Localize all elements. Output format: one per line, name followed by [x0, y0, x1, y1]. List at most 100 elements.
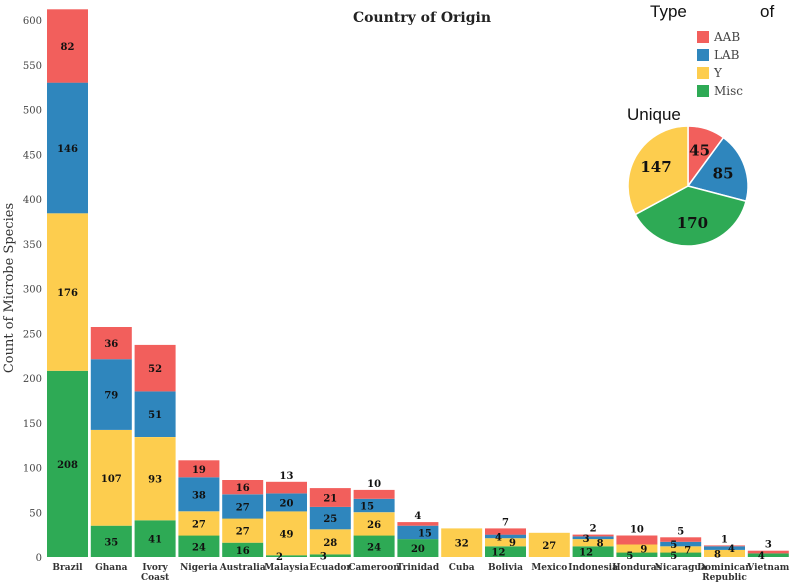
- data-label: 27: [192, 519, 206, 530]
- x-tick-label: Ecuador: [309, 563, 351, 573]
- bar-segment-aab: [485, 528, 526, 535]
- x-tick-label: Indonesia: [568, 563, 618, 573]
- x-tick-label: Republic: [702, 573, 747, 583]
- x-tick-label: Nigeria: [180, 563, 218, 573]
- data-label: 38: [192, 490, 206, 501]
- pie-label-y: 147: [640, 158, 671, 176]
- bar-segment-misc: [353, 535, 395, 557]
- data-label: 1: [721, 534, 728, 545]
- bar-segment-lab: [485, 534, 526, 539]
- bar-segment-lab: [134, 391, 176, 437]
- bar-segment-misc: [309, 554, 351, 557]
- bar-segment-lab: [704, 546, 745, 550]
- y-tick-label: 350: [23, 240, 42, 251]
- data-label: 12: [492, 548, 506, 559]
- data-label: 20: [280, 498, 294, 509]
- data-label: 9: [640, 545, 647, 556]
- bar-segment-aab: [134, 344, 176, 392]
- pie-label-aab: 45: [689, 142, 710, 160]
- legend-swatch-y: [697, 67, 709, 79]
- bar-segment-misc: [397, 539, 439, 557]
- bar-segment-lab: [266, 493, 307, 512]
- data-label: 24: [192, 542, 206, 553]
- bar-segment-lab: [660, 541, 702, 547]
- data-label: 107: [101, 474, 122, 485]
- data-label: 25: [323, 514, 337, 525]
- y-tick-label: 100: [23, 464, 42, 475]
- pie-slice-misc: [634, 185, 747, 247]
- bar-segment-misc: [90, 525, 132, 557]
- chart-title: Country of Origin: [353, 10, 491, 26]
- legend-title-word-unique: Unique: [627, 105, 681, 124]
- y-tick-label: 500: [23, 106, 42, 117]
- x-tick-label: Ghana: [95, 563, 128, 573]
- data-label: 3: [765, 540, 772, 551]
- bar-segment-aab: [47, 9, 88, 83]
- data-label: 26: [367, 520, 381, 531]
- legend: Type of Unique AAB LAB Y Misc: [627, 2, 774, 124]
- bar-segment-y: [266, 511, 307, 556]
- data-label: 32: [455, 539, 469, 550]
- bar-segment-aab: [747, 550, 789, 554]
- data-label: 16: [236, 483, 250, 494]
- data-label: 12: [579, 548, 593, 559]
- bar-segment-aab: [353, 489, 395, 499]
- x-tick-label: Bolivia: [488, 563, 523, 573]
- data-label: 27: [542, 541, 556, 552]
- data-label: 93: [148, 475, 162, 486]
- y-axis-ticks: 0 50 100 150 200 250 300 350 400 450 500 550 600: [23, 16, 42, 564]
- data-label: 4: [758, 551, 765, 562]
- data-label: 19: [192, 465, 206, 476]
- legend-title-word-of: of: [760, 2, 774, 21]
- bar-segment-y: [528, 532, 570, 557]
- data-label: 176: [57, 288, 78, 299]
- data-label: 7: [502, 517, 509, 528]
- bar-segment-y: [134, 437, 176, 521]
- data-label: 5: [626, 551, 633, 562]
- bar-segment-lab: [397, 525, 439, 540]
- data-label: 10: [630, 525, 644, 536]
- data-label: 79: [104, 391, 118, 402]
- data-label: 5: [670, 551, 677, 562]
- data-label: 52: [148, 364, 162, 375]
- legend-label-y: Y: [713, 66, 723, 80]
- pie-slice-lab: [686, 136, 749, 203]
- data-label: 36: [104, 339, 118, 350]
- bar-segment-aab: [90, 327, 132, 360]
- y-tick-label: 50: [29, 508, 42, 519]
- data-label: 35: [104, 537, 118, 548]
- bar-segment-lab: [90, 359, 132, 430]
- data-label: 82: [61, 42, 75, 53]
- data-label: 4: [495, 532, 502, 543]
- bar-segment-lab: [178, 477, 220, 512]
- bar-segment-y: [222, 518, 264, 543]
- x-tick-label: Cameroon: [348, 563, 400, 573]
- bar-segment-misc: [485, 546, 526, 557]
- bar-segment-y: [485, 538, 526, 547]
- bar-segment-misc: [660, 552, 702, 557]
- y-tick-label: 600: [23, 16, 42, 27]
- legend-swatch-aab: [697, 31, 709, 43]
- bar-segment-lab: [222, 494, 264, 519]
- bar-segment-aab: [704, 545, 745, 547]
- bar-segment-misc: [134, 520, 176, 557]
- bar-segment-misc: [616, 552, 658, 557]
- bar-segment-misc: [47, 370, 88, 557]
- data-label: 3: [320, 552, 327, 563]
- data-label: 8: [597, 539, 604, 550]
- x-tick-label: Brazil: [52, 563, 83, 573]
- bar-segment-aab: [616, 535, 658, 545]
- pie-label-misc: 170: [677, 214, 708, 232]
- data-label: 2: [276, 552, 283, 563]
- bar-segment-aab: [309, 488, 351, 507]
- data-label: 24: [367, 542, 381, 553]
- legend-label-misc: Misc: [714, 84, 743, 98]
- y-tick-label: 450: [23, 150, 42, 161]
- bar-segment-lab: [572, 536, 614, 540]
- x-tick-label: Dominican: [697, 563, 752, 573]
- legend-title-word-type: Type: [650, 2, 687, 21]
- data-label: 4: [414, 511, 421, 522]
